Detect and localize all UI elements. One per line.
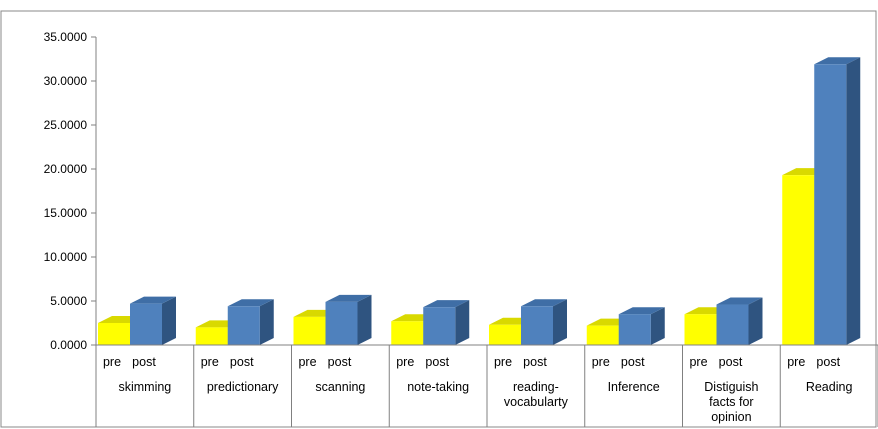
bar-post-side: [846, 57, 861, 345]
bar-post: [521, 299, 567, 345]
series-label-post: post: [816, 355, 840, 369]
y-axis: 0.0000 5.0000 10.0000 15.0000 20.0000 25.0000…: [44, 30, 97, 352]
bars: [98, 57, 861, 345]
bar-post: [423, 300, 470, 345]
chart-border: [0, 10, 877, 428]
y-tick-label: 10.0000: [44, 250, 88, 264]
series-label-post: post: [230, 355, 254, 369]
series-label-pre: pre: [494, 355, 512, 369]
bar-pre-front: [195, 327, 228, 345]
y-tick-label: 35.0000: [44, 30, 88, 44]
category-label-line: reading-: [513, 380, 559, 394]
series-label-post: post: [719, 355, 743, 369]
bar-post-top: [618, 307, 665, 315]
category-label: scanning: [315, 380, 365, 394]
category-label-line: scanning: [315, 380, 365, 394]
bar-post-top: [423, 300, 470, 308]
category-label-line: Reading: [806, 380, 853, 394]
category-label: skimming: [118, 380, 171, 394]
bar-post-front: [423, 307, 456, 345]
y-tick-label: 25.0000: [44, 118, 88, 132]
bar-post-front: [227, 306, 260, 345]
bar-post-front: [325, 301, 358, 345]
series-label-post: post: [132, 355, 156, 369]
y-tick-label: 15.0000: [44, 206, 88, 220]
bar-post-side: [357, 294, 372, 345]
bar-post-front: [521, 306, 553, 345]
series-label-post: post: [523, 355, 547, 369]
series-label-pre: pre: [103, 355, 121, 369]
bar-pre-front: [782, 175, 815, 345]
y-tick-label: 0.0000: [50, 338, 87, 352]
series-label-post: post: [621, 355, 645, 369]
y-tick-label: 20.0000: [44, 162, 88, 176]
bar-post-side: [553, 299, 567, 345]
bar-pre-front: [586, 325, 619, 345]
series-label-post: post: [328, 355, 352, 369]
series-label-post: post: [425, 355, 449, 369]
bar-post: [716, 297, 763, 345]
bar-post: [227, 299, 274, 345]
y-tick-label: 30.0000: [44, 74, 88, 88]
bar-pre-front: [98, 323, 130, 345]
category-label: Reading: [806, 380, 853, 394]
bar-post: [325, 294, 372, 345]
series-label-pre: pre: [689, 355, 707, 369]
y-tick-label: 5.0000: [50, 294, 87, 308]
bar-post-front: [130, 303, 162, 345]
bar-post-side: [748, 297, 763, 345]
bar-post-side: [259, 299, 274, 345]
bar-post: [130, 296, 176, 345]
category-label-line: vocabularty: [504, 395, 569, 409]
category-label-line: facts for: [709, 395, 753, 409]
category-label-line: note-taking: [407, 380, 469, 394]
category-label: note-taking: [407, 380, 469, 394]
bar-post-top: [227, 299, 274, 307]
bar-post-top: [130, 296, 176, 304]
bar-post-top: [716, 297, 763, 305]
bar-post-side: [162, 296, 176, 345]
bar-post-front: [716, 304, 749, 345]
bar-post-front: [814, 64, 847, 345]
bar-post-side: [650, 307, 665, 345]
series-label-pre: pre: [298, 355, 316, 369]
bar-pre-front: [293, 316, 326, 345]
bar-post: [814, 57, 861, 345]
bar-pre-front: [489, 324, 521, 345]
bar-post-top: [521, 299, 567, 307]
bar-pre-front: [684, 314, 717, 345]
category-label-line: Distiguish: [704, 380, 758, 394]
bar-pre-front: [391, 321, 424, 345]
category-label: reading-vocabularty: [504, 380, 569, 409]
series-label-pre: pre: [787, 355, 805, 369]
category-label: Inference: [608, 380, 660, 394]
category-label: Distiguish facts for opinion: [704, 380, 758, 424]
category-label-line: skimming: [118, 380, 171, 394]
series-label-pre: pre: [592, 355, 610, 369]
bar-post: [618, 307, 665, 345]
bar-post-front: [618, 314, 651, 345]
category-label-line: opinion: [711, 410, 751, 424]
bar-post-top: [814, 57, 861, 65]
series-label-pre: pre: [201, 355, 219, 369]
series-label-pre: pre: [396, 355, 414, 369]
category-label: predictionary: [207, 380, 279, 394]
bar-post-top: [325, 294, 372, 302]
category-label-line: predictionary: [207, 380, 279, 394]
category-label-line: Inference: [608, 380, 660, 394]
bar-post-side: [455, 300, 470, 345]
